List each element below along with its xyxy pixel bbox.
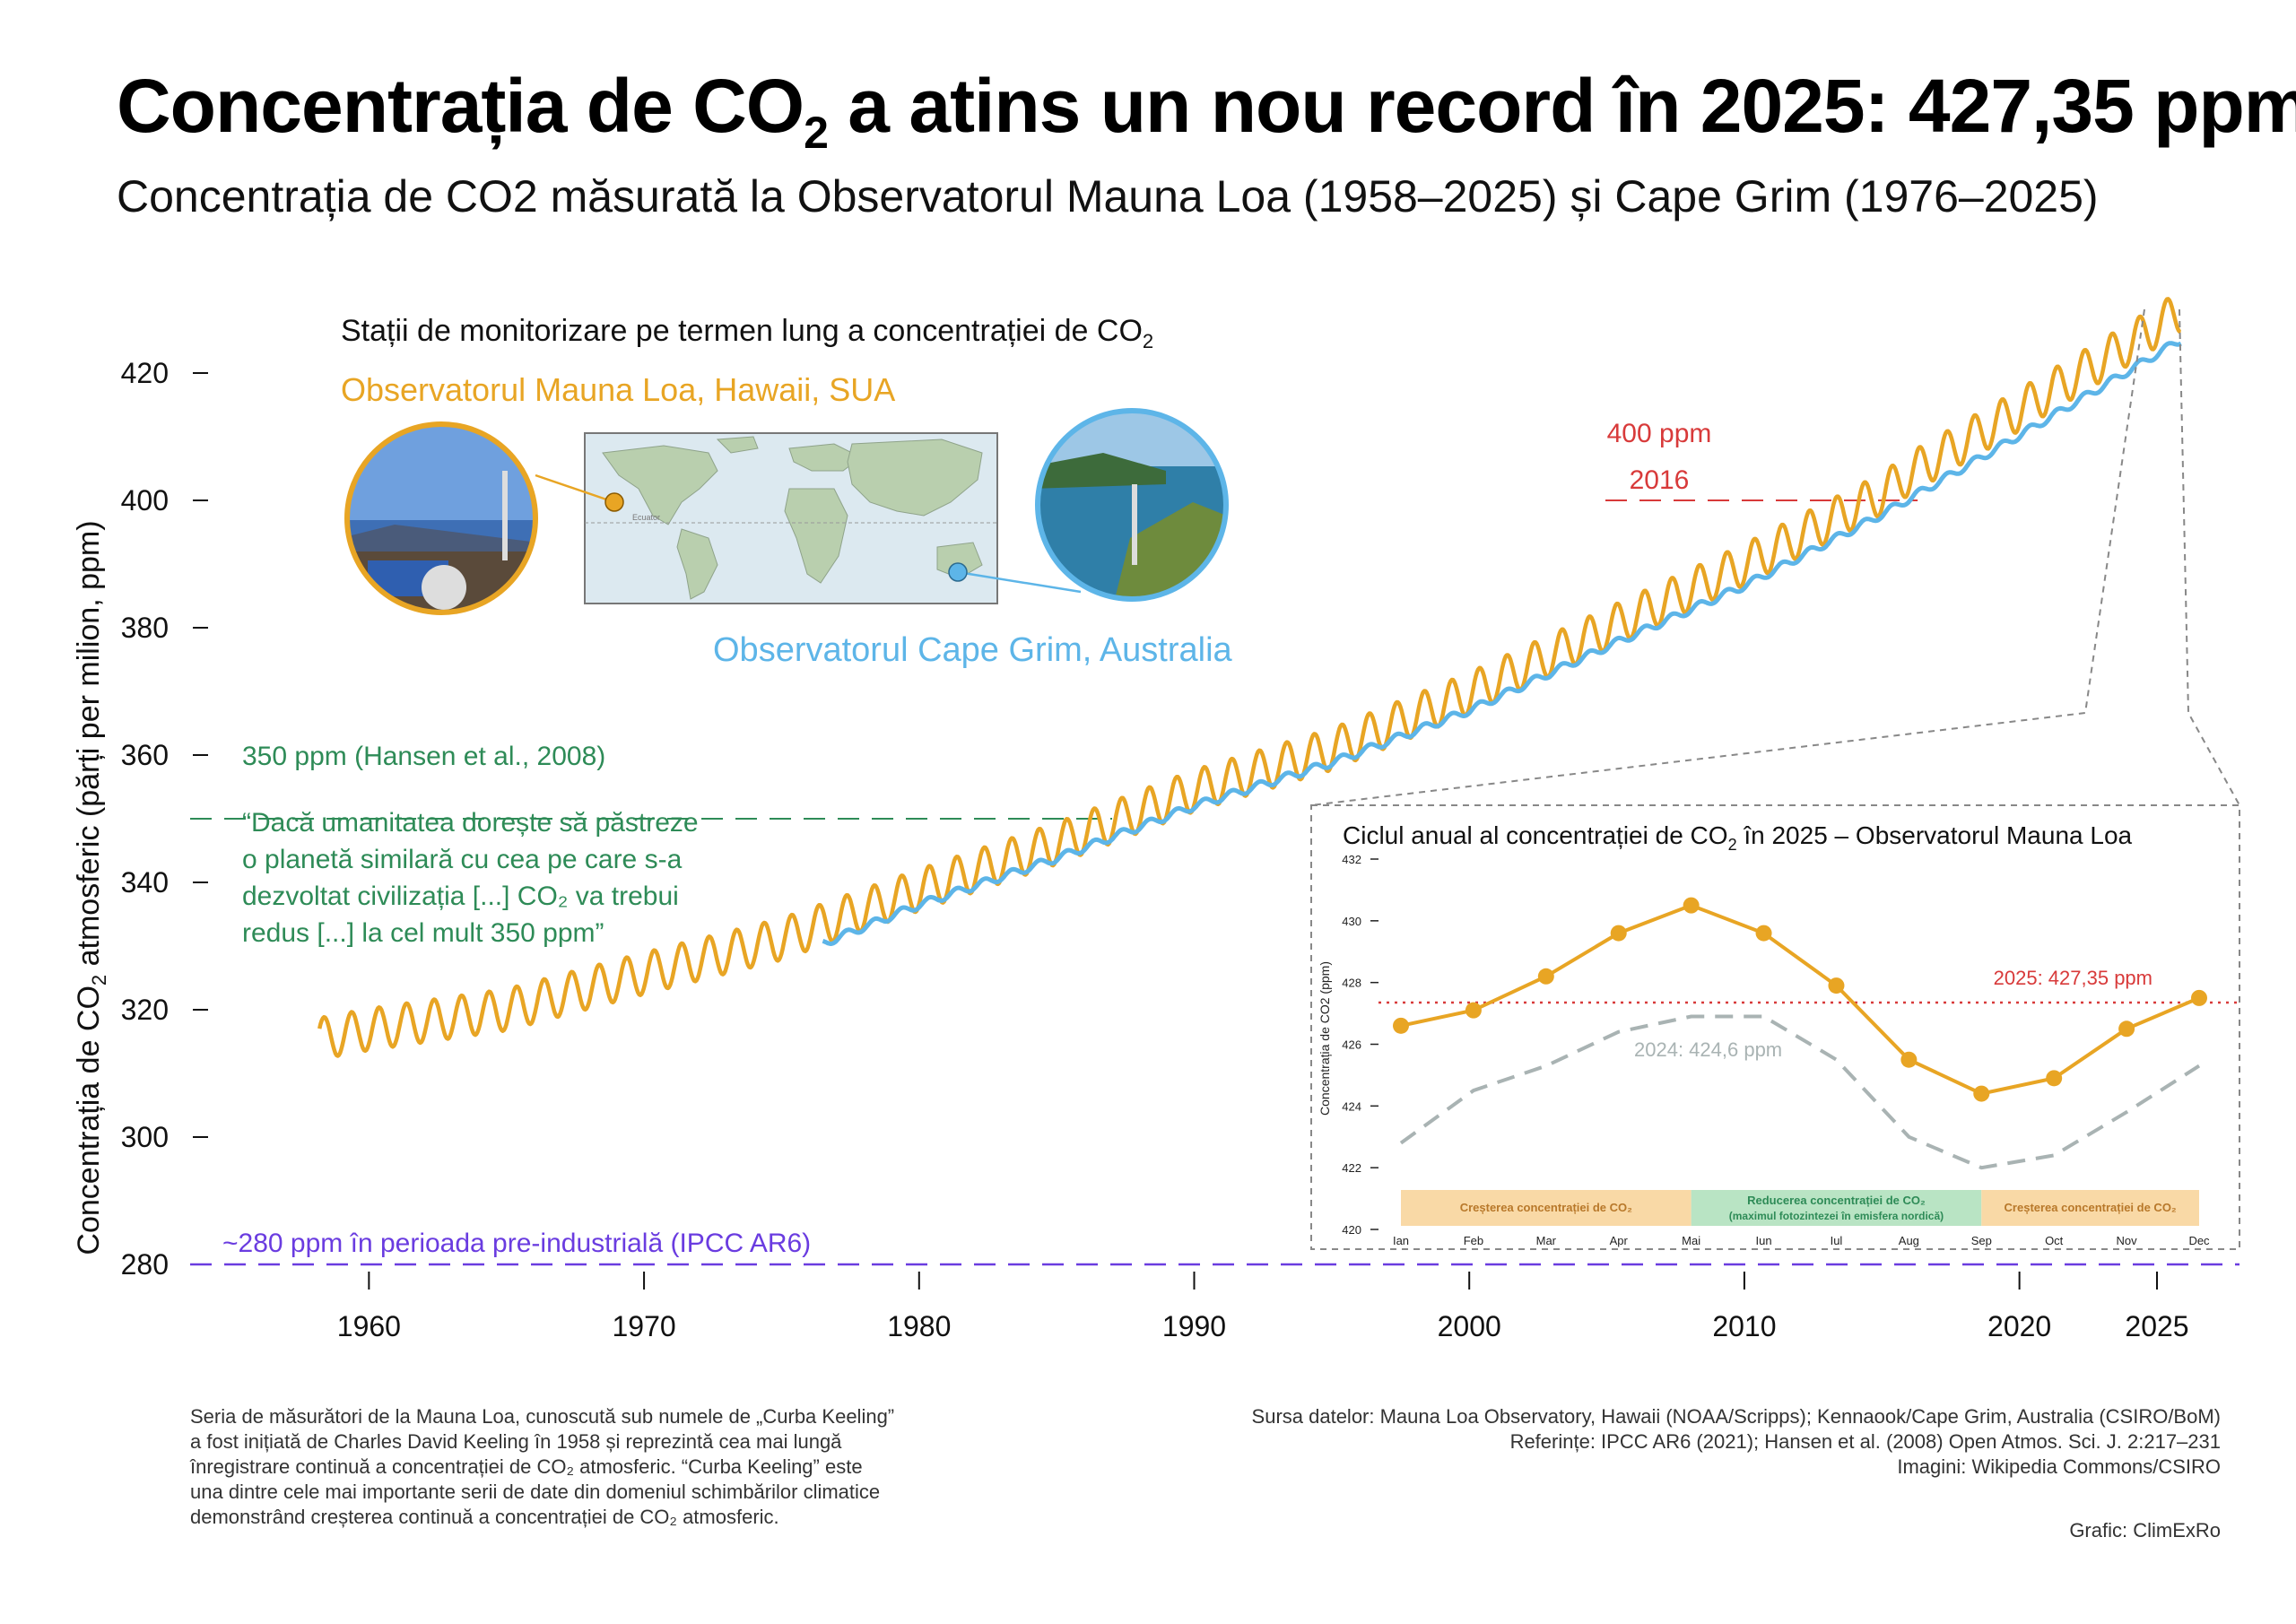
inset-x-tick-label: Dec xyxy=(2188,1234,2210,1247)
inset-point-2025 xyxy=(2191,989,2207,1006)
inset-x-tick-label: Sep xyxy=(1971,1234,1992,1247)
inset-axes: 420 422 424 426 428 430 432 Ian Feb Mar Apr Mai Iun I… xyxy=(1342,853,2210,1247)
inset-points-2025 xyxy=(1393,897,2207,1102)
ppm400-label: 400 ppm xyxy=(1607,419,1712,448)
x-tick-label: 2000 xyxy=(1438,1310,1501,1342)
x-tick-label: 1960 xyxy=(337,1310,401,1342)
inset-y-tick-label: 422 xyxy=(1342,1161,1361,1175)
world-map: Ecuator xyxy=(584,432,998,604)
inset-point-2025 xyxy=(2118,1020,2135,1038)
inset-record-label: 2025: 427,35 ppm xyxy=(1994,967,2152,989)
y-tick-label: 300 xyxy=(121,1121,169,1153)
graphic-credit: Grafic: ClimExRo xyxy=(2069,1519,2221,1541)
stations-title: Stații de monitorizare pe termen lung a … xyxy=(341,314,1153,352)
inset-y-tick-label: 430 xyxy=(1342,915,1361,928)
inset-y-tick-label: 426 xyxy=(1342,1038,1361,1052)
x-tick-label: 1980 xyxy=(887,1310,951,1342)
mauna-loa-map-marker xyxy=(604,492,624,512)
cape-grim-station-label: Observatorul Cape Grim, Australia xyxy=(713,631,1233,669)
cape-grim-map-marker xyxy=(948,562,968,582)
y-tick-label: 380 xyxy=(121,612,169,644)
inset-x-tick-label: Mai xyxy=(1682,1234,1700,1247)
inset-series-2024 xyxy=(1399,1014,2201,1170)
inset-x-tick-label: Ian xyxy=(1393,1234,1409,1247)
y-tick-label: 400 xyxy=(121,484,169,517)
inset-x-tick-label: Iul xyxy=(1831,1234,1843,1247)
inset-band-label: Reducerea concentrației de CO₂ xyxy=(1747,1194,1926,1207)
inset-series-2025 xyxy=(1400,903,2200,1096)
inset-point-2025 xyxy=(1683,897,1700,914)
inset-point-2025 xyxy=(1465,1002,1482,1019)
inset-band xyxy=(1691,1190,1982,1226)
y-axis: 280 300 320 340 360 380 400 420 xyxy=(121,357,208,1281)
x-tick-label: 2020 xyxy=(1987,1310,2051,1342)
y-tick-label: 360 xyxy=(121,739,169,771)
inset-band xyxy=(1981,1190,2199,1226)
y-tick-label: 320 xyxy=(121,994,169,1026)
inset-x-tick-label: Oct xyxy=(2045,1234,2064,1247)
series-mauna-loa-line xyxy=(317,297,2182,1058)
svg-text:Ecuator: Ecuator xyxy=(632,513,660,522)
chart-title: Concentrația de CO2 a atins un nou recor… xyxy=(117,64,2296,158)
inset-y-tick-label: 424 xyxy=(1342,1099,1361,1113)
series-cape-grim-line xyxy=(822,341,2182,946)
inset-point-2025 xyxy=(2046,1070,2063,1087)
inset-point-2025 xyxy=(1900,1051,1918,1068)
inset-point-2025 xyxy=(1755,925,1772,942)
x-tick-label: 1970 xyxy=(612,1310,675,1342)
year2016-label: 2016 xyxy=(1630,465,1690,495)
inset-band xyxy=(1401,1190,1692,1226)
cape-grim-photo xyxy=(1035,408,1229,602)
inset-x-tick-label: Aug xyxy=(1899,1234,1919,1247)
inset-x-tick-label: Nov xyxy=(2117,1234,2138,1247)
inset-x-tick-label: Feb xyxy=(1464,1234,1483,1247)
mauna-loa-photo xyxy=(344,421,538,615)
mauna-loa-station-label: Observatorul Mauna Loa, Hawaii, SUA xyxy=(341,371,895,408)
inset-point-2025 xyxy=(1610,925,1627,942)
x-tick-label: 1990 xyxy=(1162,1310,1226,1342)
inset-point-2025 xyxy=(1973,1085,1990,1102)
y-tick-label: 340 xyxy=(121,866,169,899)
inset-y-tick-label: 420 xyxy=(1342,1223,1361,1237)
inset-point-2025 xyxy=(1393,1017,1409,1034)
inset-band-label: Creșterea concentrației de CO₂ xyxy=(2005,1201,2177,1214)
y-tick-label: 280 xyxy=(121,1248,169,1281)
inset-y-tick-label: 428 xyxy=(1342,977,1361,990)
chart-subtitle: Concentrația de CO2 măsurată la Observat… xyxy=(117,171,2099,221)
inset-season-bands: Creșterea concentrației de CO₂ Reducerea … xyxy=(1401,1190,2199,1226)
hansen-label: 350 ppm (Hansen et al., 2008) xyxy=(242,742,605,771)
reference-lines xyxy=(190,499,2239,1266)
y-tick-label: 420 xyxy=(121,357,169,389)
inset-2024-label: 2024: 424,6 ppm xyxy=(1634,1038,1782,1061)
inset-y-tick-label: 432 xyxy=(1342,853,1361,866)
y-axis-label: Concentrația de CO2 atmosferic (părți pe… xyxy=(72,520,110,1255)
inset-x-tick-label: Apr xyxy=(1610,1234,1629,1247)
inset-x-tick-label: Iun xyxy=(1756,1234,1772,1247)
inset-point-2025 xyxy=(1828,977,1845,994)
inset-band-label: Creșterea concentrației de CO₂ xyxy=(1460,1201,1632,1214)
hansen-quote: “Dacă umanitatea dorește să păstreze o p… xyxy=(242,808,706,948)
inset-y-label: Concentrația de CO2 (ppm) xyxy=(1318,961,1332,1116)
inset-x-tick-label: Mar xyxy=(1536,1234,1557,1247)
inset-point-2025 xyxy=(1537,968,1554,985)
x-axis: 1960 1970 1980 1990 2000 2010 2020 2025 xyxy=(337,1272,2189,1342)
inset-band-sublabel: (maximul fotozintezei în emisfera nordic… xyxy=(1729,1210,1944,1222)
footer-sources-right: Sursa datelor: Mauna Loa Observatory, Ha… xyxy=(1251,1405,2221,1478)
x-tick-label: 2010 xyxy=(1712,1310,1776,1342)
inset-annual-cycle: Ciclul anual al concentrației de CO2 în … xyxy=(1310,804,2240,1250)
inset-title: Ciclul anual al concentrației de CO2 în … xyxy=(1343,821,2133,854)
preindustrial-label: ~280 ppm în perioada pre-industrială (IP… xyxy=(222,1229,811,1258)
x-tick-label: 2025 xyxy=(2125,1310,2188,1342)
footer-notes-left: Seria de măsurători de la Mauna Loa, cun… xyxy=(190,1405,895,1528)
stations-panel: Stații de monitorizare pe termen lung a … xyxy=(341,314,1233,669)
